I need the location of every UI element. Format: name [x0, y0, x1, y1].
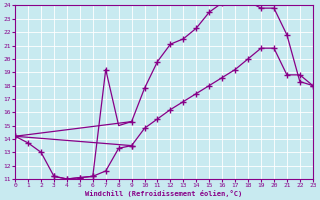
X-axis label: Windchill (Refroidissement éolien,°C): Windchill (Refroidissement éolien,°C) — [85, 190, 243, 197]
